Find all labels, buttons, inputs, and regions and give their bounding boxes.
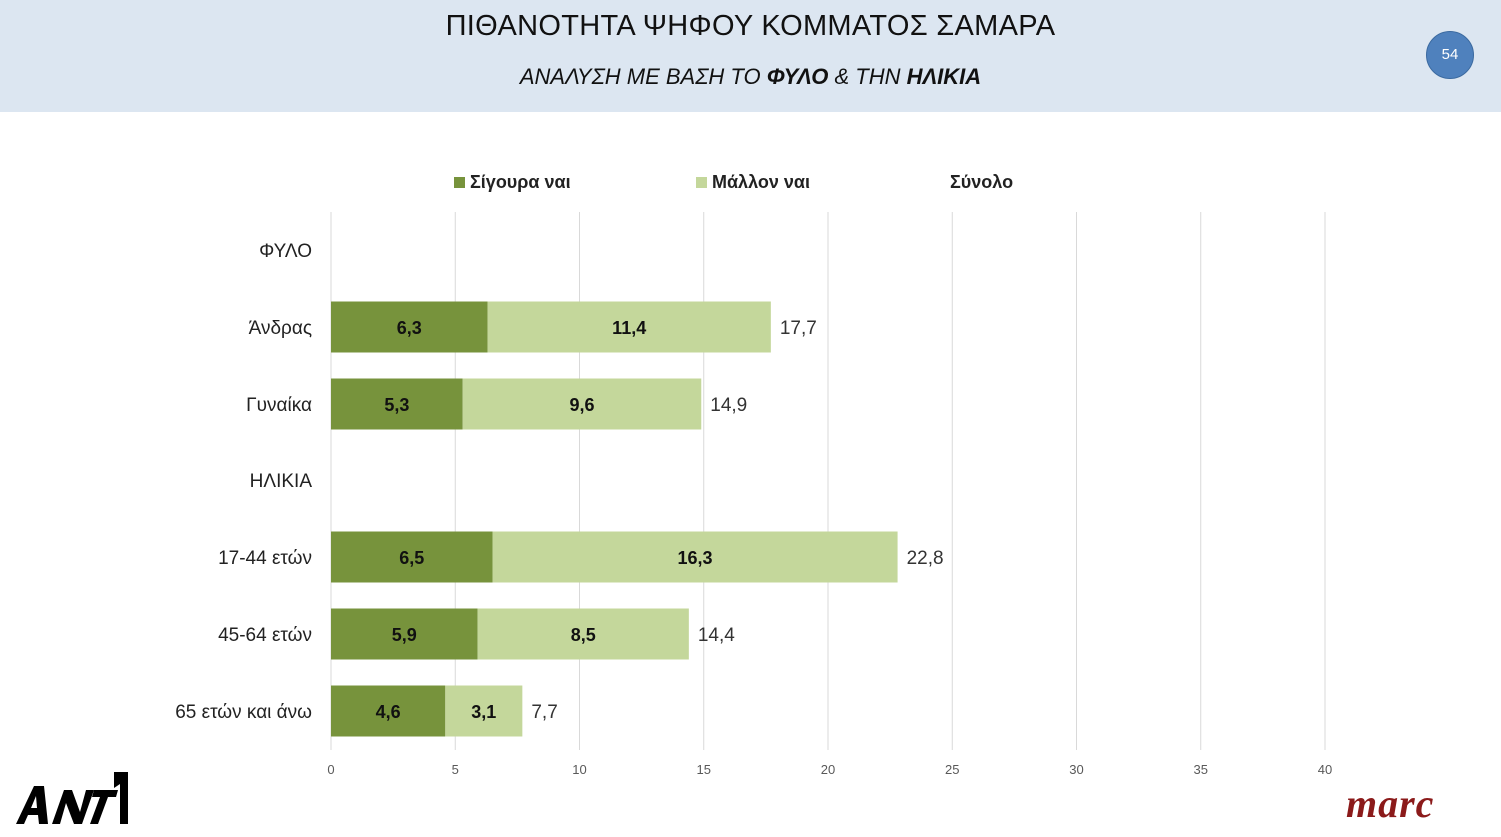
category-label: 45-64 ετών	[218, 625, 312, 646]
bar-value-label: 5,9	[392, 625, 417, 645]
bar-value-label: 8,5	[571, 625, 596, 645]
category-label: Γυναίκα	[246, 395, 312, 416]
category-label: Άνδρας	[249, 318, 312, 339]
bar-segment	[331, 301, 488, 353]
x-tick-label: 10	[572, 762, 586, 777]
subtitle-age: ΗΛΙΚΙΑ	[906, 64, 982, 89]
total-value-label: 7,7	[531, 702, 557, 723]
total-value-label: 22,8	[907, 548, 944, 569]
category-label: 65 ετών και άνω	[175, 702, 312, 723]
marc-logo: marc	[1346, 781, 1435, 826]
total-value-label: 17,7	[780, 318, 817, 339]
bar-value-label: 9,6	[569, 395, 594, 415]
legend-item-sure-yes: Σίγουρα ναι	[454, 172, 571, 193]
bar-value-label: 16,3	[678, 548, 713, 568]
category-label: 17-44 ετών	[218, 548, 312, 569]
chart-legend: Σίγουρα ναι Μάλλον ναι Σύνολο	[0, 172, 1501, 196]
total-value-label: 14,4	[698, 625, 735, 646]
x-tick-label: 25	[945, 762, 959, 777]
bar-segment	[331, 531, 493, 583]
x-tick-label: 15	[697, 762, 711, 777]
legend-item-rather-yes: Μάλλον ναι	[696, 172, 810, 193]
page-subtitle: ΑΝΑΛΥΣΗ ΜΕ ΒΑΣΗ ΤΟ ΦΥΛΟ & ΤΗΝ ΗΛΙΚΙΑ	[0, 64, 1501, 90]
x-tick-label: 5	[452, 762, 459, 777]
bar-value-label: 6,3	[397, 318, 422, 338]
bar-segment	[462, 378, 702, 430]
subtitle-mid: & ΤΗΝ	[828, 64, 907, 89]
x-tick-label: 30	[1069, 762, 1083, 777]
x-tick-label: 20	[821, 762, 835, 777]
bar-segment	[331, 608, 478, 660]
legend-label-total: Σύνολο	[950, 172, 1014, 192]
page-title: ΠΙΘΑΝΟΤΗΤΑ ΨΗΦΟΥ ΚΟΜΜΑΤΟΣ ΣΑΜΑΡΑ	[445, 10, 1056, 42]
header-banner: ΠΙΘΑΝΟΤΗΤΑ ΨΗΦΟΥ ΚΟΜΜΑΤΟΣ ΣΑΜΑΡΑ ΑΝΑΛΥΣΗ…	[0, 0, 1501, 112]
subtitle-prefix: ΑΝΑΛΥΣΗ ΜΕ ΒΑΣΗ ΤΟ	[519, 64, 767, 89]
x-tick-label: 35	[1194, 762, 1208, 777]
bar-value-label: 5,3	[384, 395, 409, 415]
x-tick-label: 0	[327, 762, 334, 777]
legend-label-sure-yes: Σίγουρα ναι	[470, 172, 571, 192]
bar-segment	[331, 685, 446, 737]
legend-swatch-rather-yes	[696, 177, 707, 188]
bar-value-label: 6,5	[399, 548, 424, 568]
bar-value-label: 11,4	[612, 318, 646, 338]
bar-segment	[487, 301, 771, 353]
total-value-label: 14,9	[710, 395, 747, 416]
page-number-badge: 54	[1426, 31, 1474, 79]
category-label: ΗΛΙΚΙΑ	[250, 471, 313, 492]
bar-segment	[492, 531, 898, 583]
bar-value-label: 4,6	[376, 702, 401, 722]
bar-segment	[477, 608, 689, 660]
bar-segment	[445, 685, 523, 737]
legend-item-total: Σύνολο	[950, 172, 1013, 193]
category-label: ΦΥΛΟ	[259, 241, 312, 262]
legend-swatch-sure-yes	[454, 177, 465, 188]
legend-label-rather-yes: Μάλλον ναι	[712, 172, 810, 192]
ant1-logo	[16, 772, 128, 824]
subtitle-sex: ΦΥΛΟ	[766, 64, 829, 89]
bar-segment	[331, 378, 463, 430]
x-tick-label: 40	[1318, 762, 1332, 777]
bar-value-label: 3,1	[471, 702, 496, 722]
